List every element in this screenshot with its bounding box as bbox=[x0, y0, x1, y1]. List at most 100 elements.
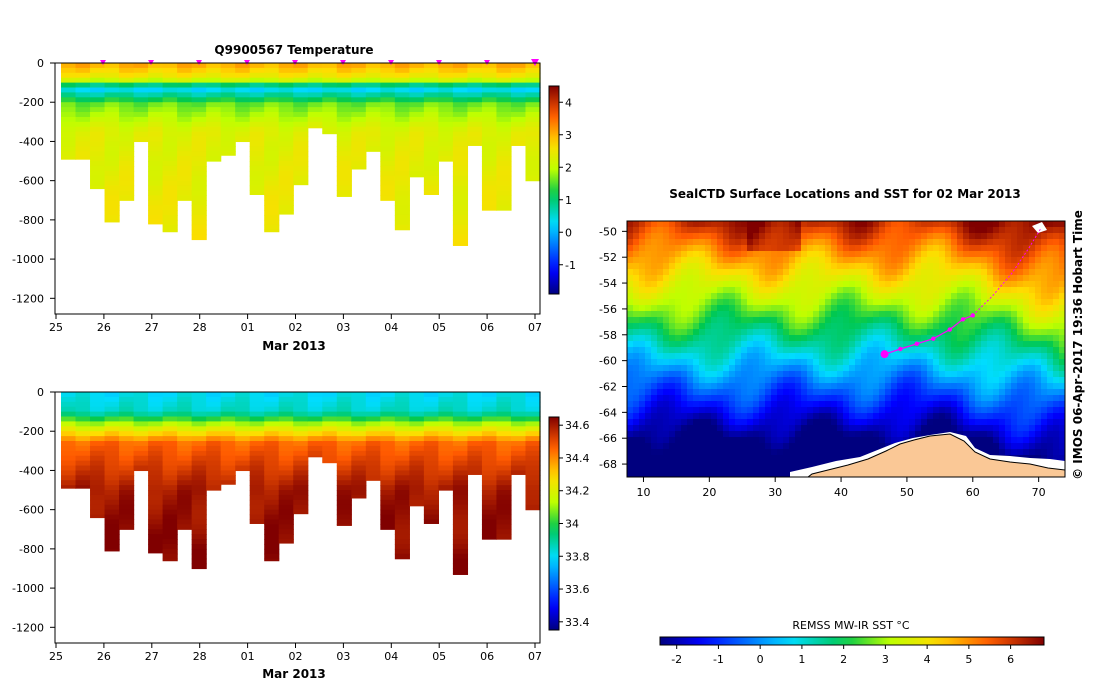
sst-cell bbox=[849, 425, 856, 432]
sst-cell bbox=[939, 257, 946, 264]
profile-cell bbox=[452, 406, 469, 413]
sst-cell bbox=[807, 443, 814, 450]
profile-cell bbox=[162, 396, 178, 403]
sst-cell bbox=[927, 407, 934, 414]
sst-cell bbox=[915, 245, 922, 252]
sst-cell bbox=[1047, 365, 1054, 372]
profile-cell bbox=[394, 185, 410, 192]
sst-cell bbox=[843, 341, 850, 348]
profile-cell bbox=[206, 151, 222, 157]
sst-cell bbox=[963, 419, 970, 426]
profile-cell bbox=[162, 229, 178, 233]
sst-cell bbox=[897, 305, 904, 312]
profile-cell bbox=[438, 392, 454, 398]
sst-cell bbox=[975, 365, 982, 372]
sst-cell bbox=[789, 257, 796, 264]
sst-cell bbox=[735, 227, 742, 234]
sst-cell bbox=[855, 443, 862, 450]
sst-cell bbox=[789, 353, 796, 360]
sst-cell bbox=[903, 311, 910, 318]
profile-cell bbox=[293, 431, 309, 437]
sst-cell bbox=[789, 281, 796, 288]
sst-cell bbox=[705, 473, 712, 477]
profile-cell bbox=[394, 82, 410, 89]
profile-cell bbox=[293, 161, 309, 167]
profile-cell bbox=[191, 534, 207, 540]
sst-cell bbox=[639, 239, 646, 246]
sst-cell bbox=[783, 347, 790, 354]
profile-cell bbox=[409, 441, 425, 447]
profile-cell bbox=[307, 426, 323, 432]
profile-cell bbox=[264, 421, 280, 427]
profile-cell bbox=[510, 392, 527, 398]
sst-cell bbox=[963, 425, 970, 432]
sst-cell bbox=[723, 227, 730, 234]
sst-cell bbox=[717, 401, 724, 408]
sst-cell bbox=[813, 353, 820, 360]
profile-cell bbox=[307, 445, 323, 452]
profile-cell bbox=[75, 126, 91, 133]
sst-cell bbox=[627, 227, 634, 234]
y-tick-label: -1000 bbox=[12, 253, 44, 266]
sst-cell bbox=[807, 305, 814, 312]
sst-cell bbox=[945, 227, 952, 234]
sst-cell bbox=[657, 287, 664, 294]
sst-cell bbox=[843, 419, 850, 426]
sst-cell bbox=[1041, 437, 1048, 444]
sst-cell bbox=[1035, 425, 1042, 432]
profile-column bbox=[452, 392, 469, 575]
sst-cell bbox=[783, 323, 790, 330]
sst-cell bbox=[783, 233, 790, 240]
sst-cell bbox=[687, 305, 694, 312]
sst-cell bbox=[837, 263, 844, 270]
sst-cell bbox=[759, 251, 766, 258]
sst-cell bbox=[819, 347, 826, 354]
sst-cell bbox=[819, 263, 826, 270]
sst-cell bbox=[639, 365, 646, 372]
sst-cell bbox=[627, 467, 634, 474]
sst-cell bbox=[855, 269, 862, 276]
profile-cell bbox=[191, 475, 207, 481]
sst-cell bbox=[915, 359, 922, 366]
profile-cell bbox=[264, 460, 280, 467]
profile-cell bbox=[191, 67, 207, 74]
profile-cell bbox=[452, 421, 469, 427]
sst-cell bbox=[981, 419, 988, 426]
profile-cell bbox=[365, 465, 381, 472]
sst-cell bbox=[819, 353, 826, 360]
sst-cell bbox=[801, 227, 808, 234]
sst-cell bbox=[741, 395, 748, 402]
profile-cell bbox=[162, 529, 178, 535]
profile-cell bbox=[481, 514, 498, 521]
sst-cell bbox=[915, 413, 922, 420]
profile-cell bbox=[322, 421, 338, 427]
profile-column bbox=[380, 63, 396, 201]
sst-cell bbox=[843, 221, 850, 228]
sst-cell bbox=[759, 383, 766, 390]
sst-cell bbox=[825, 317, 832, 324]
sst-cell bbox=[795, 329, 802, 336]
sst-cell bbox=[735, 461, 742, 468]
sst-cell bbox=[663, 233, 670, 240]
profile-cell bbox=[278, 396, 294, 403]
profile-cell bbox=[510, 87, 527, 94]
sst-cell bbox=[849, 449, 856, 456]
profile-cell bbox=[119, 195, 135, 201]
profile-cell bbox=[452, 534, 469, 540]
profile-cell bbox=[278, 445, 294, 452]
profile-cell bbox=[61, 436, 77, 442]
profile-cell bbox=[409, 77, 425, 84]
sst-cell bbox=[771, 221, 778, 228]
profile-cell bbox=[452, 165, 469, 172]
sst-cell bbox=[789, 347, 796, 354]
sst-cell bbox=[693, 365, 700, 372]
profile-cell bbox=[162, 421, 178, 427]
sst-cell bbox=[933, 377, 940, 384]
sst-cell bbox=[639, 461, 646, 468]
profile-cell bbox=[336, 92, 352, 98]
sst-cell bbox=[849, 371, 856, 378]
sst-cell bbox=[1011, 227, 1018, 234]
profile-cell bbox=[394, 416, 410, 423]
sst-cell bbox=[861, 347, 868, 354]
sst-cell bbox=[723, 323, 730, 330]
